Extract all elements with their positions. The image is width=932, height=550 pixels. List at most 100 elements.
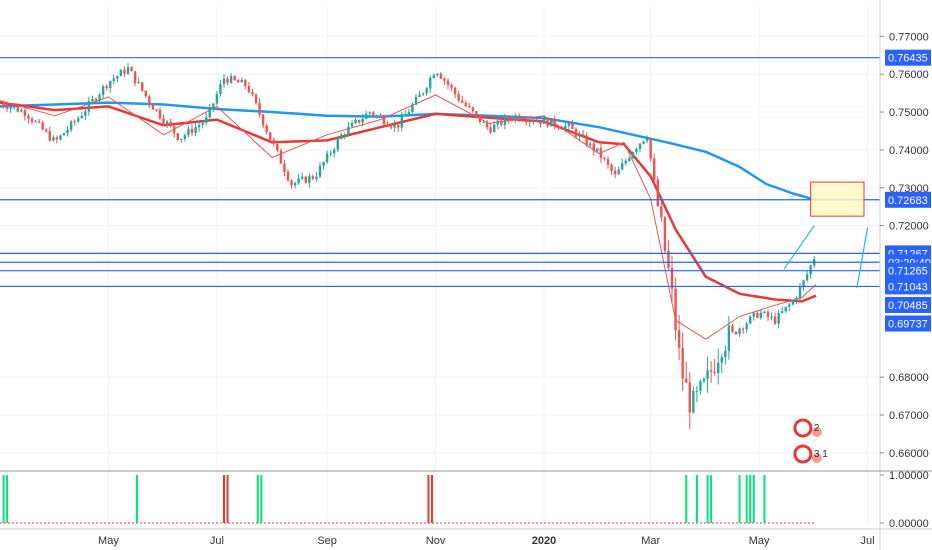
candle-body[interactable] [517, 115, 521, 121]
candle-body[interactable] [756, 312, 759, 318]
candle-body[interactable] [699, 381, 702, 391]
trend-line[interactable] [783, 225, 815, 270]
candle-body[interactable] [77, 118, 80, 122]
candle-body[interactable] [400, 115, 403, 128]
candle-body[interactable] [770, 316, 773, 318]
candle-body[interactable] [301, 176, 304, 179]
candle-body[interactable] [809, 265, 812, 275]
candle-body[interactable] [52, 137, 55, 141]
candle-body[interactable] [20, 110, 23, 112]
candle-body[interactable] [507, 117, 510, 120]
candle-body[interactable] [692, 390, 695, 413]
candle-body[interactable] [766, 311, 770, 317]
candle-body[interactable] [244, 79, 247, 86]
candle-body[interactable] [361, 118, 364, 123]
candle-body[interactable] [720, 357, 723, 363]
candle-body[interactable] [343, 134, 347, 136]
candle-body[interactable] [112, 78, 115, 82]
candle-body[interactable] [542, 118, 546, 124]
candle-body[interactable] [190, 128, 194, 133]
candle-body[interactable] [173, 126, 176, 134]
candle-body[interactable] [27, 115, 30, 119]
candle-body[interactable] [642, 141, 645, 144]
candle-body[interactable] [368, 112, 371, 114]
candle-body[interactable] [322, 162, 325, 166]
candle-body[interactable] [802, 280, 805, 287]
candle-body[interactable] [475, 111, 478, 115]
candle-body[interactable] [539, 121, 542, 124]
candle-body[interactable] [23, 110, 27, 116]
candle-body[interactable] [30, 118, 34, 122]
candle-body[interactable] [215, 94, 219, 104]
candle-body[interactable] [734, 331, 738, 335]
candle-body[interactable] [276, 144, 279, 151]
candle-body[interactable] [201, 122, 204, 126]
candle-body[interactable] [702, 379, 706, 382]
candle-body[interactable] [404, 114, 407, 116]
candle-body[interactable] [69, 121, 73, 130]
candle-body[interactable] [741, 328, 745, 330]
candle-body[interactable] [653, 158, 656, 180]
candle-body[interactable] [478, 114, 482, 122]
candle-body[interactable] [37, 121, 41, 123]
candlestick-series[interactable] [0, 62, 816, 430]
candle-body[interactable] [62, 133, 66, 136]
candle-body[interactable] [613, 170, 617, 175]
candle-body[interactable] [297, 178, 300, 183]
candle-body[interactable] [468, 106, 471, 108]
candle-body[interactable] [265, 125, 268, 133]
candle-body[interactable] [450, 84, 453, 88]
candle-body[interactable] [496, 120, 499, 125]
candle-body[interactable] [187, 128, 190, 136]
candle-body[interactable] [798, 286, 802, 298]
candle-body[interactable] [528, 120, 531, 123]
candle-body[interactable] [425, 88, 428, 94]
candle-body[interactable] [656, 179, 659, 207]
candle-body[interactable] [379, 115, 382, 117]
candle-body[interactable] [386, 124, 389, 127]
candle-body[interactable] [631, 152, 635, 159]
candle-body[interactable] [446, 80, 450, 85]
candle-body[interactable] [414, 97, 418, 105]
candle-body[interactable] [73, 121, 76, 123]
candle-body[interactable] [617, 169, 620, 175]
candle-body[interactable] [119, 70, 123, 76]
candle-body[interactable] [2, 102, 5, 107]
candle-body[interactable] [141, 82, 144, 91]
candle-body[interactable] [407, 111, 411, 115]
candle-body[interactable] [727, 325, 731, 351]
candle-body[interactable] [677, 330, 681, 348]
candle-body[interactable] [713, 371, 716, 374]
candle-body[interactable] [411, 104, 414, 112]
candle-body[interactable] [574, 128, 578, 137]
candle-body[interactable] [123, 70, 126, 74]
candle-body[interactable] [645, 138, 649, 142]
trend-annotations[interactable] [783, 225, 869, 289]
target-zone[interactable] [810, 181, 865, 217]
candle-body[interactable] [16, 106, 19, 112]
candle-body[interactable] [365, 113, 368, 119]
candle-body[interactable] [137, 82, 140, 84]
candle-body[interactable] [254, 94, 258, 104]
candle-body[interactable] [279, 150, 283, 164]
candle-body[interactable] [350, 122, 354, 127]
candle-body[interactable] [464, 102, 467, 107]
candle-body[interactable] [354, 119, 357, 123]
candle-body[interactable] [375, 115, 379, 117]
candle-body[interactable] [695, 390, 699, 392]
candle-body[interactable] [325, 153, 329, 163]
candle-body[interactable] [315, 176, 318, 179]
candle-body[interactable] [180, 138, 183, 140]
candle-body[interactable] [304, 176, 307, 183]
candle-body[interactable] [162, 118, 165, 124]
candle-body[interactable] [457, 94, 460, 101]
candle-body[interactable] [197, 125, 201, 128]
candle-body[interactable] [606, 159, 610, 165]
candle-body[interactable] [439, 73, 443, 79]
candle-body[interactable] [418, 94, 421, 98]
candle-body[interactable] [485, 121, 489, 128]
candle-body[interactable] [624, 160, 627, 164]
candle-body[interactable] [116, 75, 119, 79]
candle-body[interactable] [553, 118, 556, 127]
candle-body[interactable] [585, 135, 588, 146]
